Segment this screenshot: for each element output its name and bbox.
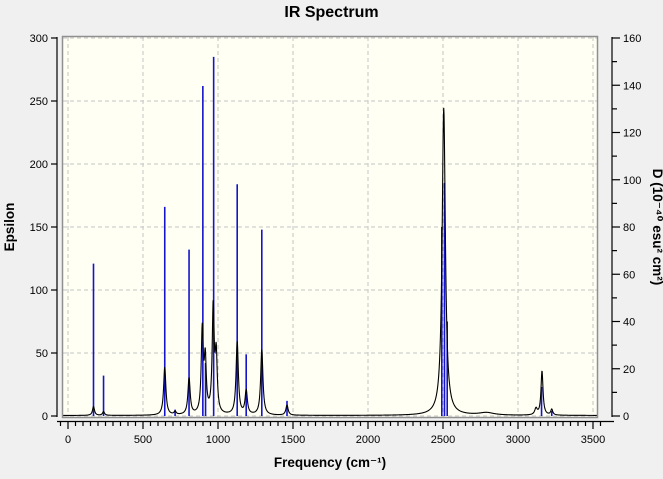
- y-right-tick-label: 40: [623, 317, 635, 329]
- x-tick-label: 3500: [581, 434, 605, 446]
- plot-frame: [61, 35, 599, 419]
- x-tick-label: 2000: [356, 434, 380, 446]
- x-axis-title: Frequency (cm⁻¹): [274, 455, 386, 470]
- y-right-tick-label: 120: [623, 128, 641, 140]
- y-right-tick-label: 0: [623, 411, 629, 423]
- x-tick-label: 0: [65, 434, 71, 446]
- y-left-tick-label: 250: [30, 96, 48, 108]
- y-left-tick-label: 0: [42, 411, 48, 423]
- chart-title: IR Spectrum: [284, 4, 379, 21]
- y-right-tick-label: 100: [623, 175, 641, 187]
- y-right-tick-label: 160: [623, 33, 641, 45]
- x-tick-label: 500: [134, 434, 152, 446]
- y-left-tick-label: 50: [36, 348, 48, 360]
- y-right-tick-label: 140: [623, 80, 641, 92]
- x-tick-label: 3000: [506, 434, 530, 446]
- y-right-tick-label: 80: [623, 222, 635, 234]
- y-left-tick-label: 150: [30, 222, 48, 234]
- y-left-tick-label: 100: [30, 285, 48, 297]
- axes: [51, 37, 620, 429]
- y-left-tick-label: 200: [30, 159, 48, 171]
- y-right-tick-label: 20: [623, 364, 635, 376]
- x-tick-label: 2500: [431, 434, 455, 446]
- y-right-axis-title: D (10⁻⁴⁰ esu² cm²): [650, 169, 663, 286]
- x-tick-label: 1000: [206, 434, 230, 446]
- epsilon-curve: [63, 107, 597, 416]
- y-left-tick-label: 300: [30, 33, 48, 45]
- y-left-axis-title: Epsilon: [2, 203, 17, 252]
- gridlines: [63, 37, 597, 417]
- x-tick-label: 1500: [281, 434, 305, 446]
- y-right-tick-label: 60: [623, 269, 635, 281]
